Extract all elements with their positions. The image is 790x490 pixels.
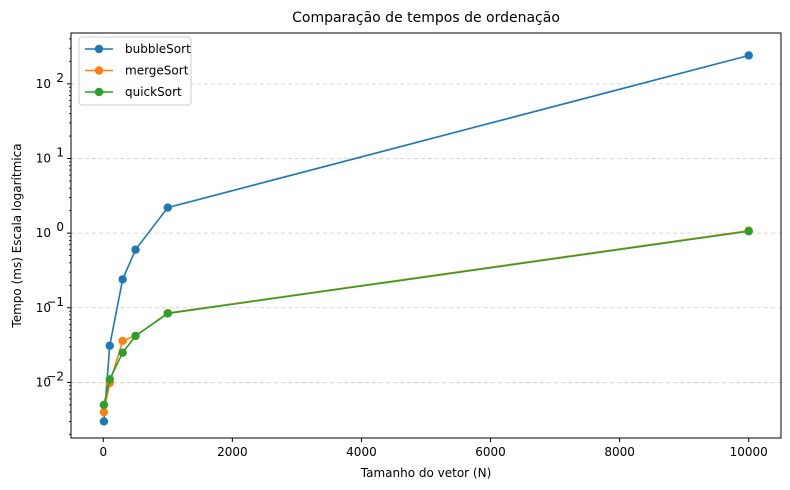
y-tick-exponent: −2	[46, 369, 64, 383]
x-tick-label: 2000	[217, 445, 248, 459]
x-tick-label: 8000	[604, 445, 635, 459]
series-bubbleSort	[99, 51, 753, 426]
data-point	[105, 375, 114, 384]
data-point	[163, 203, 173, 212]
data-point	[163, 309, 173, 318]
series-layer	[99, 51, 753, 426]
x-tick-label: 4000	[346, 445, 377, 459]
chart-title: Comparação de tempos de ordenação	[292, 10, 560, 26]
series-line	[103, 54, 749, 422]
series-quickSort	[99, 227, 753, 410]
y-tick-label: 10	[36, 151, 51, 165]
data-point	[118, 275, 127, 284]
legend-label: quickSort	[125, 85, 182, 99]
series-mergeSort	[99, 226, 753, 417]
y-axis-label: Tempo (ms) Escala logarítmica	[10, 143, 24, 328]
y-tick-exponent: 1	[56, 145, 64, 159]
data-point	[131, 331, 140, 341]
data-point	[99, 417, 109, 426]
y-tick-label: 10	[36, 77, 51, 91]
legend-label: mergeSort	[125, 64, 189, 78]
y-tick-label: 10	[36, 226, 51, 240]
grid	[71, 83, 781, 383]
data-point	[744, 51, 753, 60]
x-tick-label: 0	[99, 445, 107, 459]
legend-marker	[94, 44, 104, 54]
data-point	[118, 348, 127, 357]
plot-frame	[70, 32, 782, 439]
y-tick-label: 10	[36, 301, 51, 315]
data-point	[131, 245, 140, 254]
y-tick-exponent: −1	[46, 295, 64, 309]
x-tick-label: 6000	[475, 445, 506, 459]
legend-box	[78, 36, 192, 106]
y-tick-exponent: 2	[56, 71, 64, 85]
y-tick-exponent: 0	[56, 220, 64, 234]
data-point	[105, 341, 114, 350]
data-point	[744, 227, 753, 236]
legend-label: bubbleSort	[125, 42, 191, 56]
x-axis: 0 2000 4000 6000 8000 10000	[99, 438, 768, 459]
legend-marker	[94, 66, 104, 75]
data-point	[99, 407, 109, 417]
legend: bubbleSort mergeSort quickSort	[78, 36, 192, 106]
series-line	[103, 229, 749, 413]
legend-marker	[94, 87, 104, 97]
x-tick-label: 10000	[730, 445, 768, 459]
series-line	[103, 230, 749, 406]
data-point	[99, 400, 109, 410]
y-tick-label: 10	[36, 375, 51, 389]
data-point	[118, 336, 127, 346]
x-axis-label: Tamanho do vetor (N)	[360, 466, 492, 480]
